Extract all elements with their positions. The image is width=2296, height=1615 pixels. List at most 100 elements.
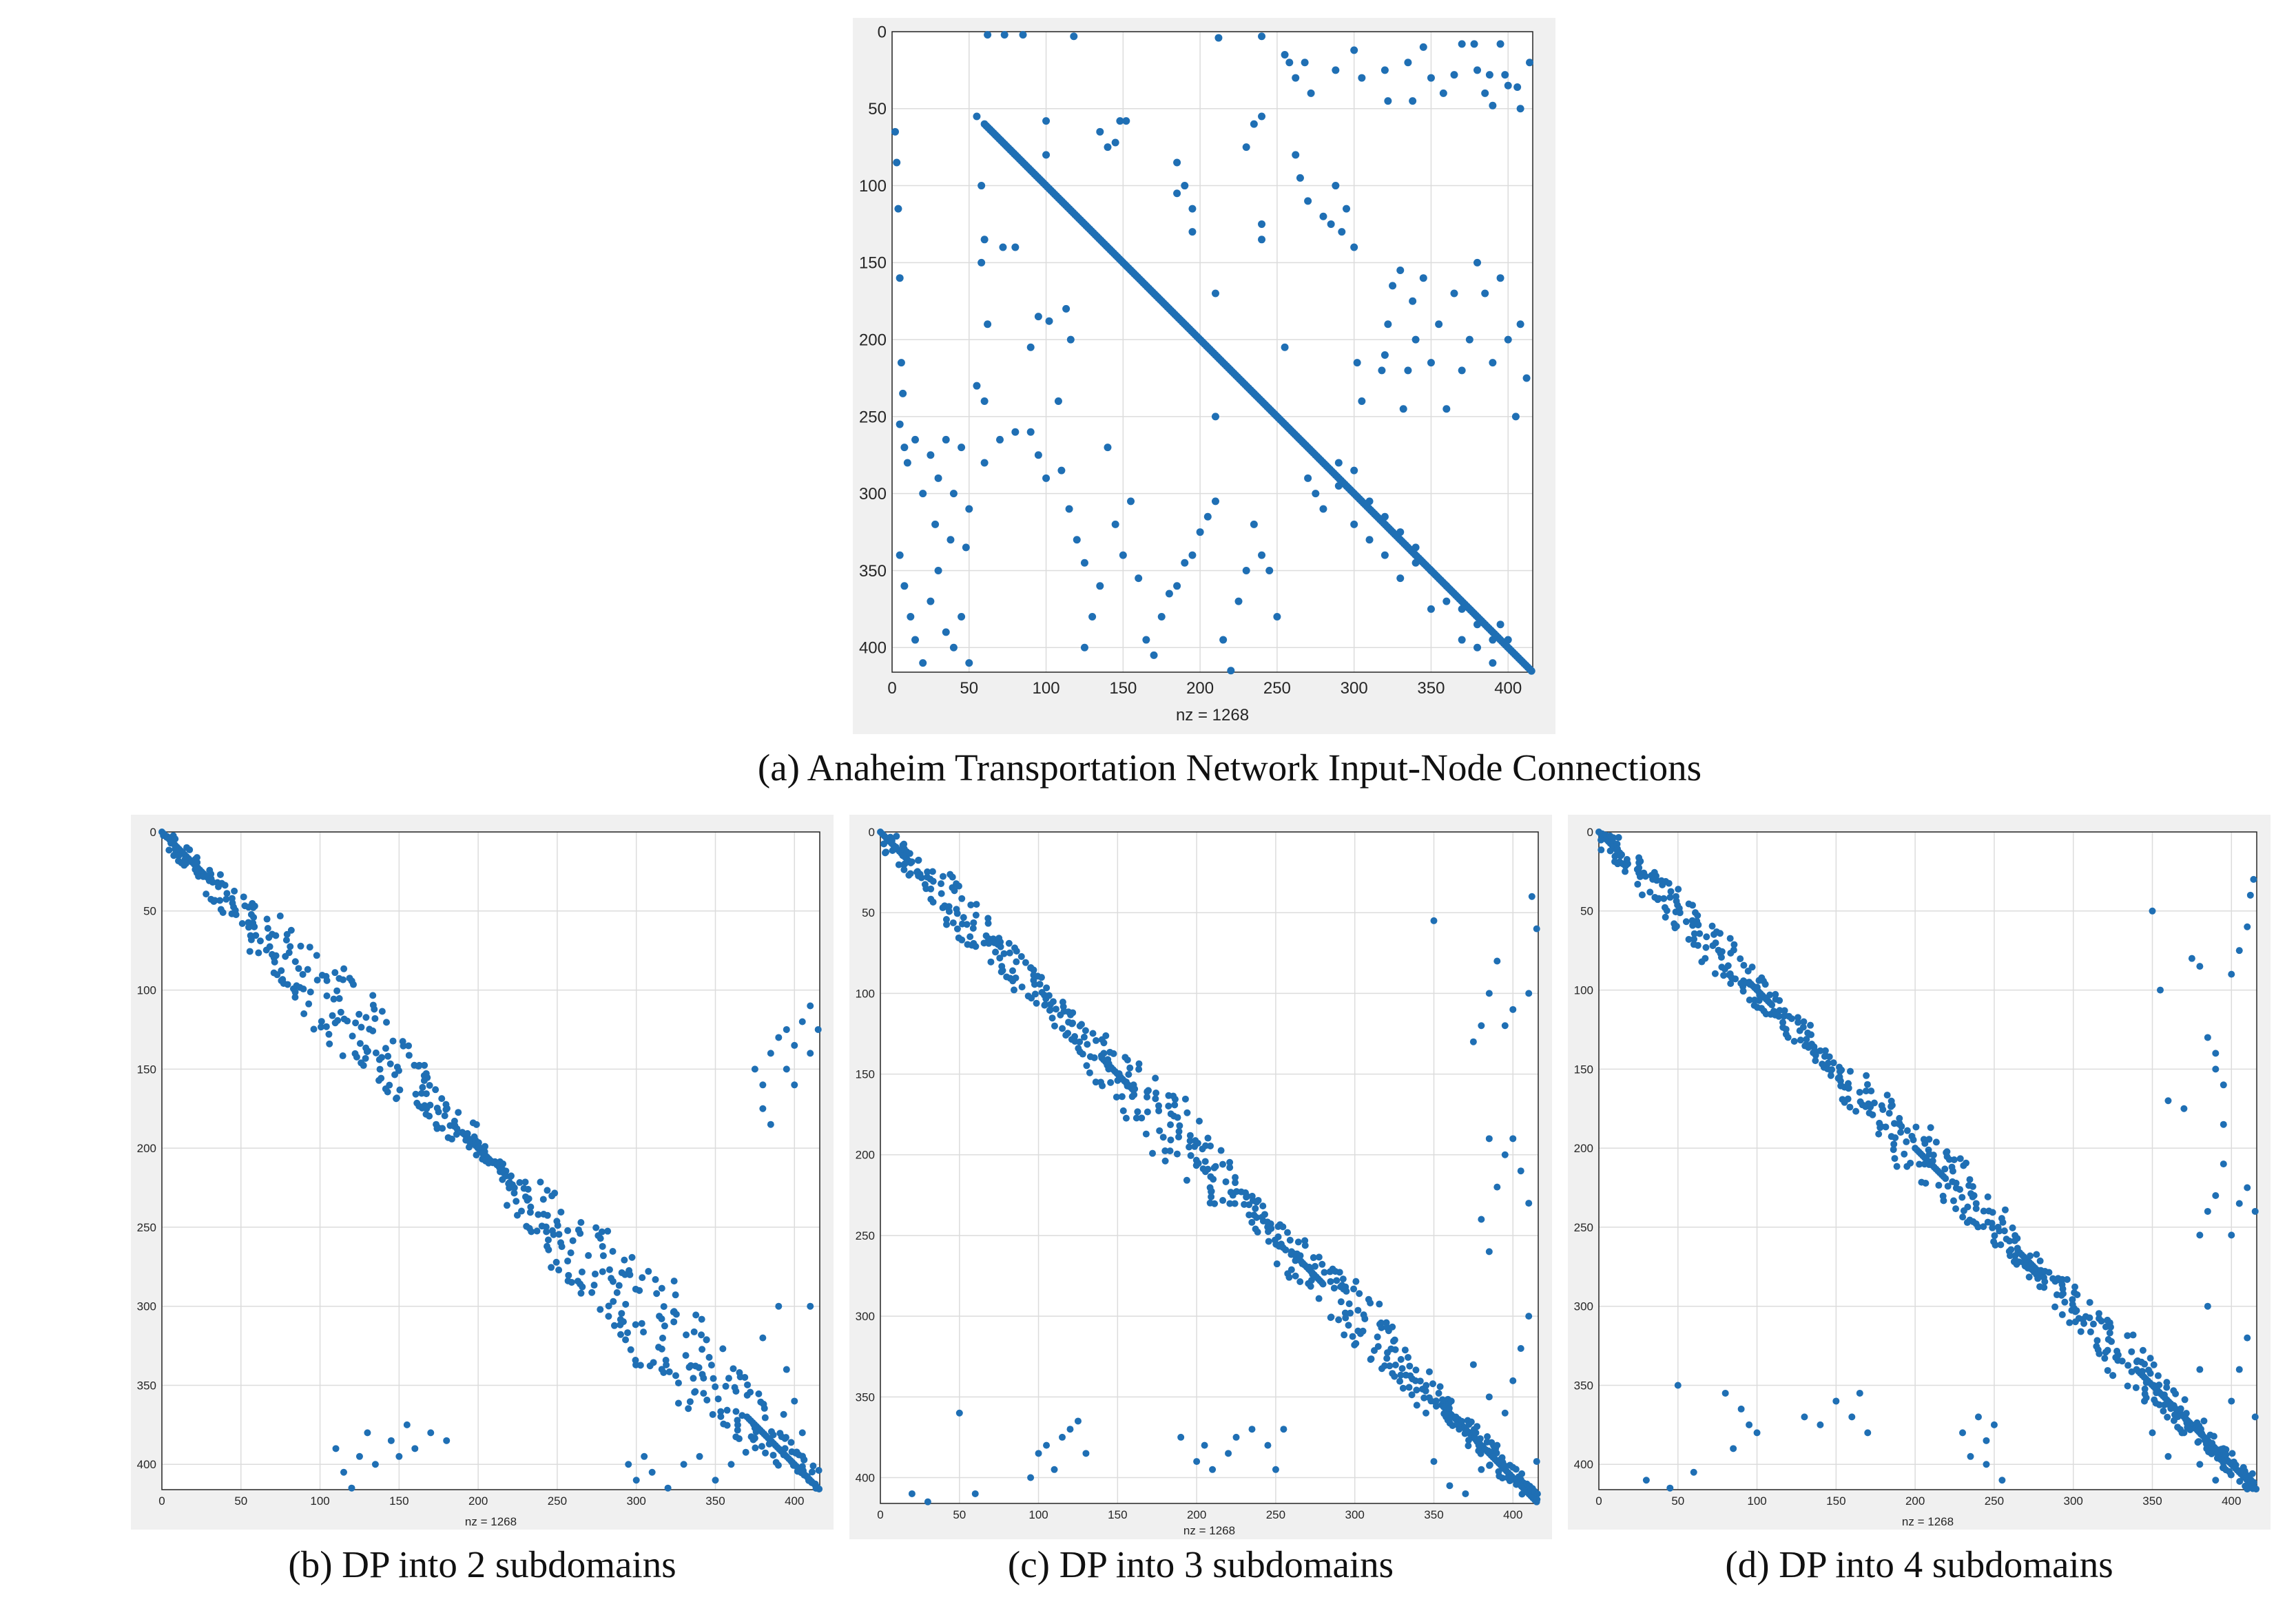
band-point xyxy=(1149,1149,1157,1157)
band-point xyxy=(1115,1070,1123,1078)
data-point xyxy=(1248,1426,1256,1433)
band-point xyxy=(2124,1382,2131,1390)
band-point xyxy=(1319,1280,1327,1288)
x-tick-label: 200 xyxy=(1905,1494,1925,1508)
band-point xyxy=(758,1443,765,1450)
band-point xyxy=(2101,1355,2109,1362)
x-tick-label: 100 xyxy=(1747,1494,1766,1508)
band-point xyxy=(577,1289,585,1297)
band-point xyxy=(880,840,888,848)
band-point xyxy=(1370,1347,1378,1355)
band-point xyxy=(1746,981,1754,988)
band-point xyxy=(700,1390,707,1397)
band-point xyxy=(1695,921,1702,928)
band-point xyxy=(658,1284,665,1292)
band-point xyxy=(735,1435,743,1443)
band-point xyxy=(1634,880,1642,888)
band-point xyxy=(2071,1283,2079,1291)
band-point xyxy=(1292,1257,1299,1264)
band-point xyxy=(175,852,183,859)
data-point xyxy=(1525,1313,1533,1320)
band-point xyxy=(443,1105,451,1112)
x-tick-label: 100 xyxy=(1033,679,1060,698)
band-point xyxy=(597,1306,604,1313)
band-point xyxy=(1996,1227,2003,1235)
band-point xyxy=(1782,1025,1790,1033)
band-point xyxy=(717,1413,725,1420)
band-point xyxy=(1739,988,1747,995)
data-point xyxy=(1493,1183,1501,1191)
y-tick-label: 250 xyxy=(1574,1221,1593,1234)
data-point xyxy=(1674,1382,1682,1389)
band-point xyxy=(1694,912,1702,919)
data-point xyxy=(1450,289,1458,298)
data-point xyxy=(1353,359,1361,367)
data-point xyxy=(783,1366,790,1373)
band-point xyxy=(344,1017,351,1025)
band-point xyxy=(419,1083,426,1091)
band-point xyxy=(1727,950,1735,957)
band-point xyxy=(1161,1147,1169,1155)
y-tick-label: 350 xyxy=(856,1390,875,1404)
data-point xyxy=(1119,551,1127,559)
band-point xyxy=(1824,1059,1832,1067)
diagonal-point xyxy=(1768,1001,1776,1009)
band-point xyxy=(1122,1114,1130,1122)
band-point xyxy=(1781,1007,1788,1014)
band-point xyxy=(1432,1402,1440,1410)
band-point xyxy=(255,949,262,957)
band-point xyxy=(1045,992,1053,999)
band-point xyxy=(690,1328,698,1335)
band-point xyxy=(1208,1193,1215,1200)
data-point xyxy=(1312,490,1320,498)
band-point xyxy=(382,1045,389,1052)
band-point xyxy=(2160,1407,2167,1415)
band-point xyxy=(1165,1102,1172,1109)
band-point xyxy=(389,1037,397,1045)
data-point xyxy=(427,1429,435,1437)
band-point xyxy=(1367,1355,1375,1363)
data-point xyxy=(2228,1231,2235,1239)
band-point xyxy=(685,1364,693,1371)
data-point xyxy=(2235,947,2243,955)
band-point xyxy=(211,897,218,904)
band-point xyxy=(1959,1213,1967,1221)
band-point xyxy=(355,1010,363,1018)
x-axis-label: nz = 1268 xyxy=(1176,706,1249,725)
band-point xyxy=(283,930,291,938)
band-point xyxy=(658,1315,665,1322)
data-point xyxy=(1272,1466,1279,1473)
band-point xyxy=(599,1252,607,1260)
band-point xyxy=(1376,1300,1383,1308)
data-point xyxy=(2188,955,2195,962)
data-point xyxy=(1832,1397,1840,1405)
band-point xyxy=(621,1256,628,1264)
band-point xyxy=(992,948,1000,956)
band-point xyxy=(448,1135,455,1143)
band-point xyxy=(900,866,908,873)
band-point xyxy=(1597,846,1605,854)
band-point xyxy=(705,1353,713,1361)
band-point xyxy=(1784,1034,1792,1041)
band-point xyxy=(1875,1130,1883,1138)
band-point xyxy=(1636,873,1644,880)
x-axis-label: nz = 1268 xyxy=(1902,1515,1954,1528)
band-point xyxy=(1901,1150,1908,1158)
data-point xyxy=(1281,343,1289,351)
band-point xyxy=(776,1446,783,1453)
band-point xyxy=(1175,1133,1183,1140)
band-point xyxy=(2128,1368,2135,1375)
band-point xyxy=(544,1211,551,1219)
band-point xyxy=(1232,1174,1239,1181)
band-point xyxy=(1449,1421,1456,1429)
band-point xyxy=(1399,1384,1407,1392)
band-point xyxy=(1949,1197,1957,1205)
band-point xyxy=(703,1336,710,1344)
data-point xyxy=(1157,613,1166,621)
band-point xyxy=(905,871,913,879)
x-tick-label: 250 xyxy=(548,1494,567,1508)
band-point xyxy=(510,1184,518,1191)
data-point xyxy=(2235,1200,2243,1207)
data-point xyxy=(1358,74,1366,82)
band-point xyxy=(1041,1001,1048,1009)
